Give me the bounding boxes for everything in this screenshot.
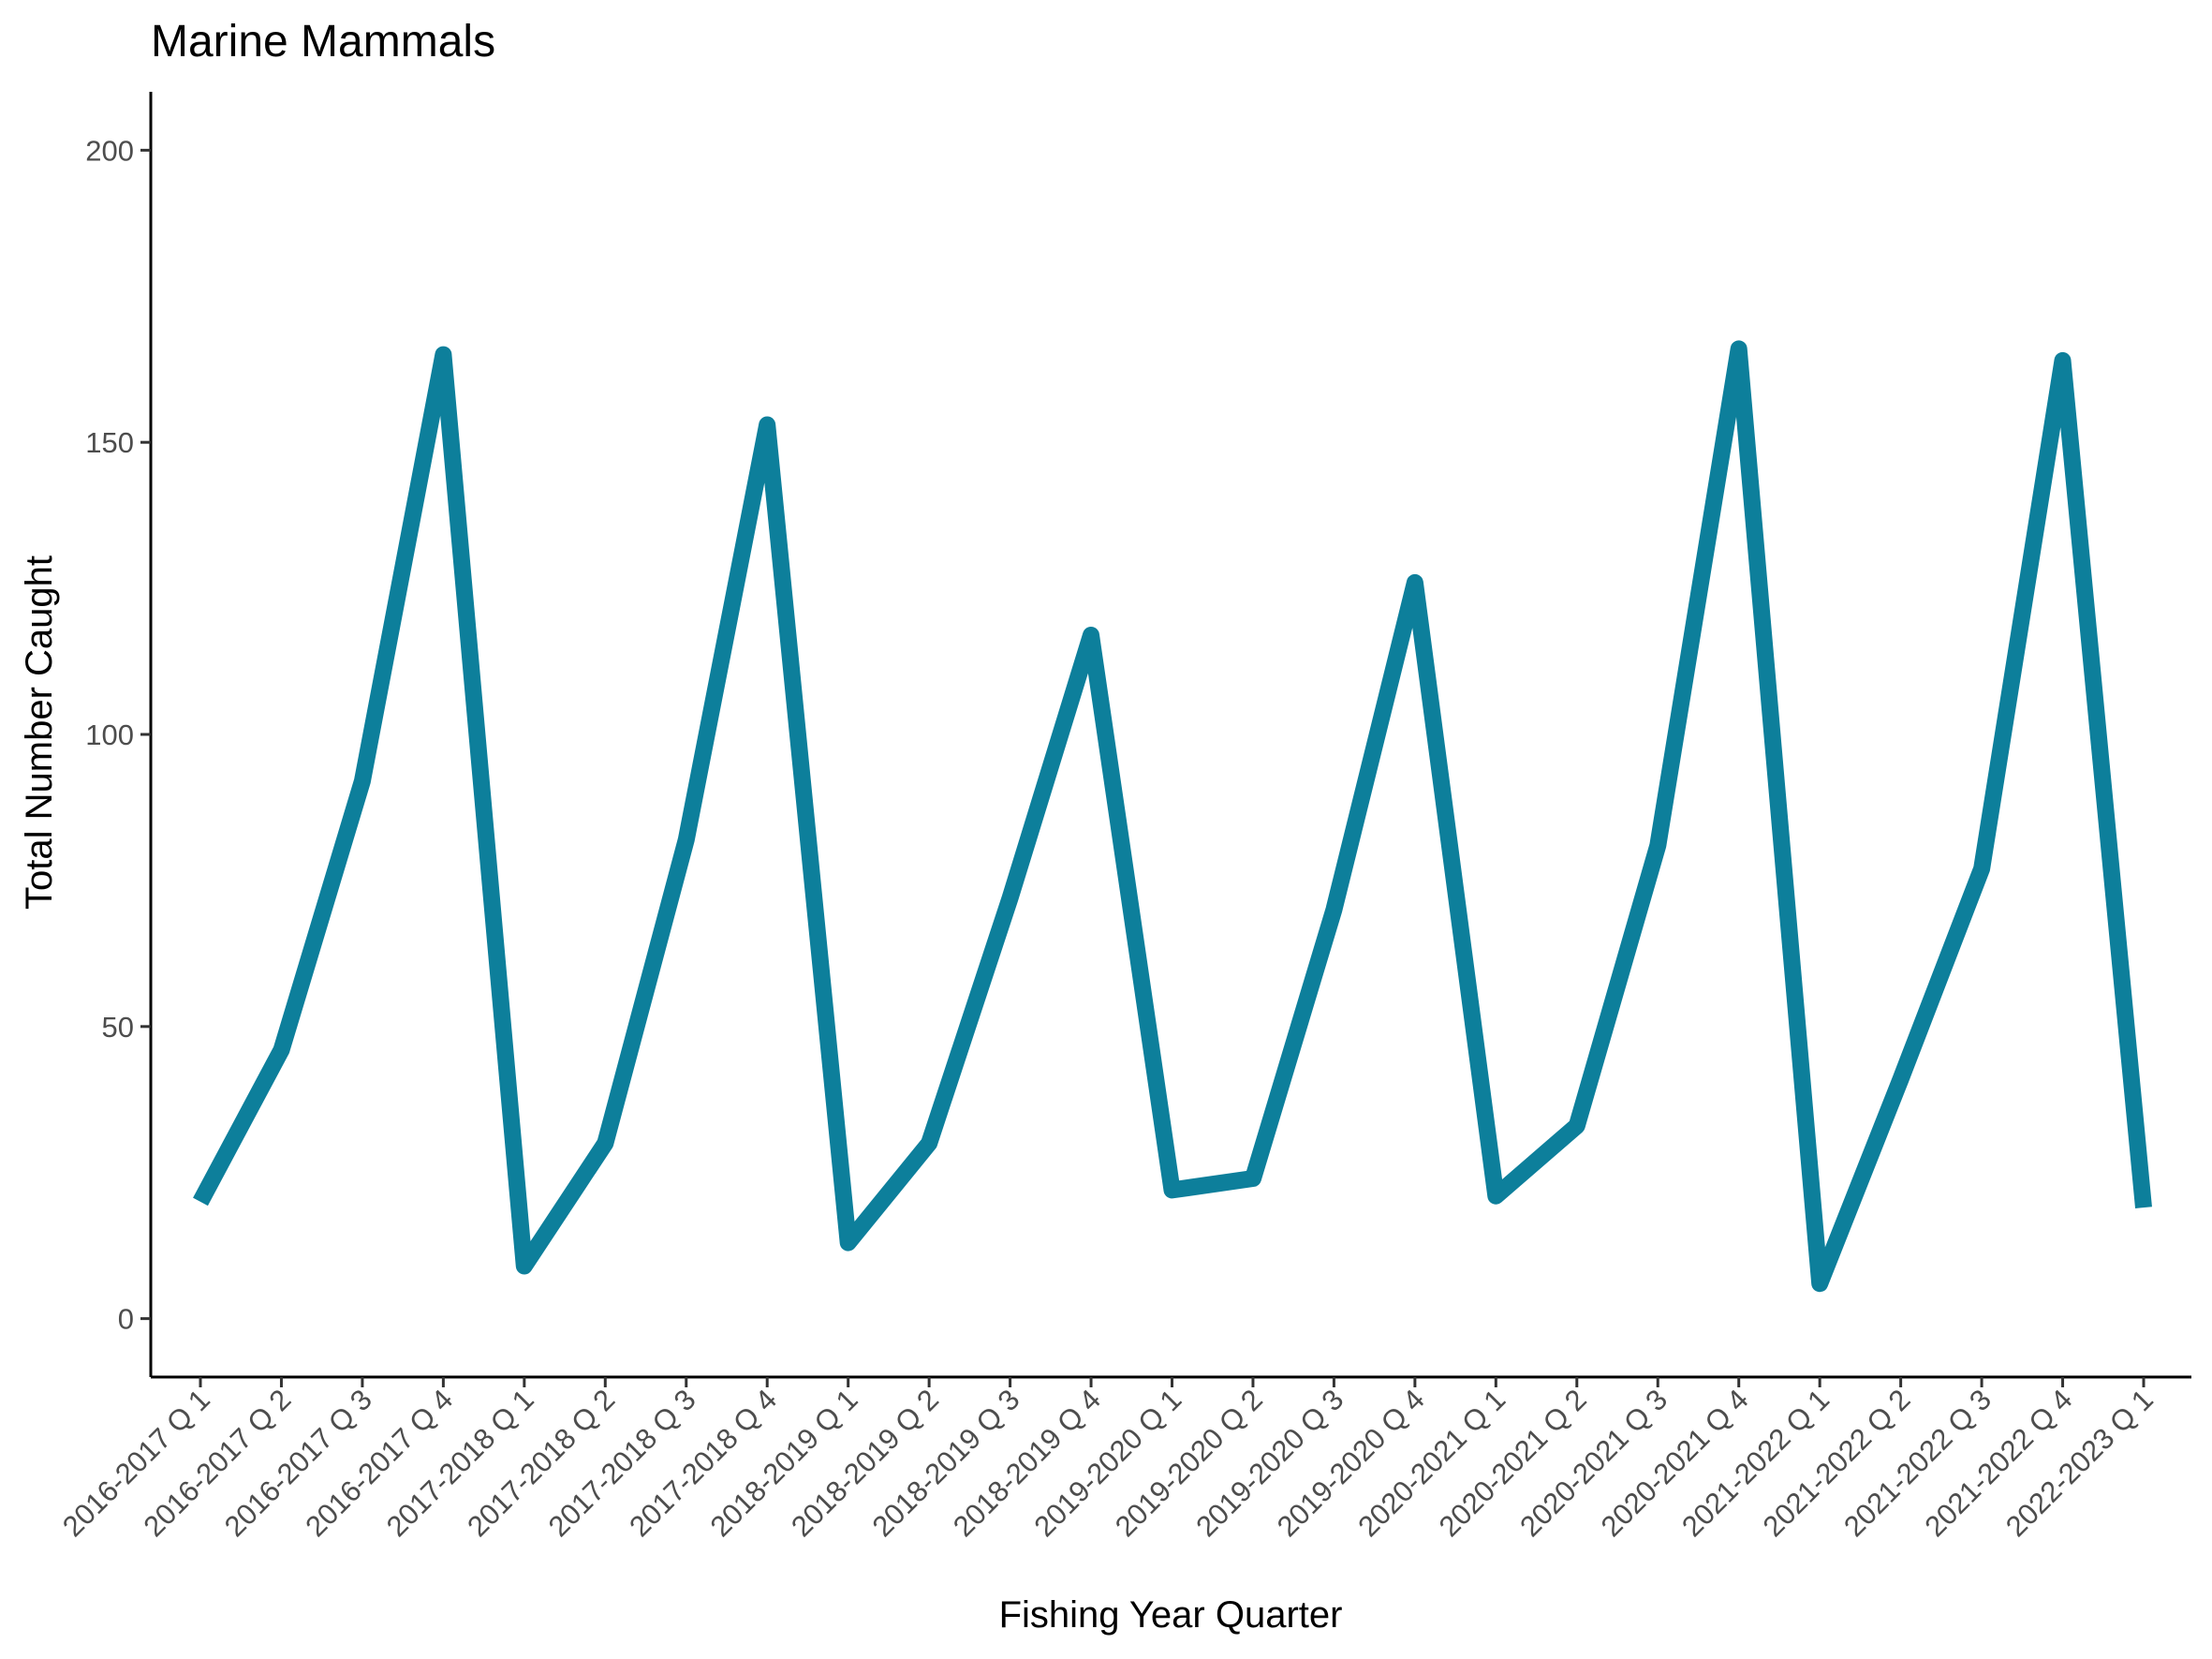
- chart-title: Marine Mammals: [151, 17, 495, 67]
- x-tick-label: 2016-2017 Q 2: [137, 1383, 297, 1543]
- x-tick-label: 2016-2017 Q 1: [56, 1383, 216, 1543]
- x-tick-label: 2019-2020 Q 3: [1189, 1383, 1349, 1543]
- y-tick-label: 50: [102, 1011, 134, 1044]
- x-tick-label: 2020-2021 Q 4: [1595, 1383, 1755, 1543]
- x-tick-label: 2020-2021 Q 1: [1351, 1383, 1512, 1543]
- x-tick-label: 2018-2019 Q 3: [866, 1383, 1026, 1543]
- x-tick-label: 2020-2021 Q 2: [1433, 1383, 1593, 1543]
- x-tick-label: 2021-2022 Q 4: [1918, 1383, 2078, 1543]
- x-tick-label: 2017-2018 Q 4: [623, 1383, 783, 1543]
- x-tick-label: 2021-2022 Q 1: [1675, 1383, 1836, 1543]
- x-tick-label: 2018-2019 Q 1: [704, 1383, 864, 1543]
- x-tick-label: 2017-2018 Q 2: [461, 1383, 621, 1543]
- x-tick-label: 2021-2022 Q 2: [1757, 1383, 1917, 1543]
- x-tick-label: 2020-2021 Q 3: [1513, 1383, 1674, 1543]
- y-tick-label: 0: [118, 1303, 134, 1336]
- y-tick-label: 150: [85, 426, 134, 459]
- x-axis-title: Fishing Year Quarter: [999, 1594, 1343, 1636]
- x-tick-label: 2018-2019 Q 4: [947, 1383, 1107, 1543]
- y-axis: 0 50 100 150 200: [85, 92, 153, 1377]
- y-tick-label: 100: [85, 718, 134, 751]
- y-tick-label: 200: [85, 134, 134, 167]
- x-tick-label: 2019-2020 Q 2: [1109, 1383, 1269, 1543]
- series-line: [193, 340, 2152, 1293]
- series-group: [193, 340, 2152, 1293]
- x-tick-label: 2019-2020 Q 4: [1271, 1383, 1431, 1543]
- x-tick-label: 2022-2023 Q 1: [1999, 1383, 2160, 1543]
- x-tick-label: 2021-2022 Q 3: [1837, 1383, 1998, 1543]
- x-tick-label: 2016-2017 Q 3: [218, 1383, 378, 1543]
- y-axis-title: Total Number Caught: [19, 555, 60, 910]
- x-tick-label: 2018-2019 Q 2: [785, 1383, 945, 1543]
- x-tick-label: 2019-2020 Q 1: [1027, 1383, 1187, 1543]
- x-tick-label: 2017-2018 Q 1: [380, 1383, 540, 1543]
- x-tick-label: 2016-2017 Q 4: [299, 1383, 459, 1543]
- x-tick-label: 2017-2018 Q 3: [542, 1383, 702, 1543]
